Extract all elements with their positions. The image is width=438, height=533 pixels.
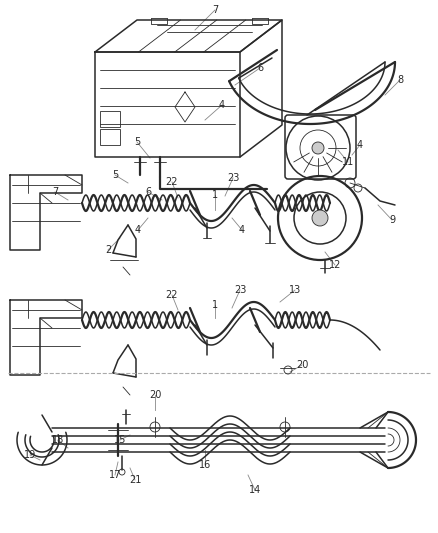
Circle shape [312, 142, 324, 154]
Text: 11: 11 [342, 157, 354, 167]
Text: 18: 18 [52, 435, 64, 445]
Text: 2: 2 [105, 245, 111, 255]
Text: 1: 1 [212, 190, 218, 200]
Text: 17: 17 [109, 470, 121, 480]
Text: 5: 5 [134, 137, 140, 147]
Bar [100, 111, 120, 127]
Text: 23: 23 [227, 173, 239, 183]
Text: 5: 5 [112, 170, 118, 180]
Text: 6: 6 [145, 187, 151, 197]
Text: 9: 9 [389, 215, 395, 225]
Circle shape [312, 210, 328, 226]
Text: 14: 14 [249, 485, 261, 495]
Text: 4: 4 [219, 100, 225, 110]
Text: 12: 12 [329, 260, 341, 270]
Text: 15: 15 [114, 435, 126, 445]
Text: 7: 7 [212, 5, 218, 15]
Text: 20: 20 [296, 360, 308, 370]
Text: 23: 23 [234, 285, 246, 295]
Text: 13: 13 [289, 285, 301, 295]
Text: 4: 4 [135, 225, 141, 235]
Text: 8: 8 [397, 75, 403, 85]
Text: 4: 4 [239, 225, 245, 235]
Text: 22: 22 [166, 177, 178, 187]
Text: 4: 4 [357, 140, 363, 150]
Bar [100, 129, 120, 145]
Text: 22: 22 [166, 290, 178, 300]
Text: 6: 6 [257, 63, 263, 73]
Text: 21: 21 [129, 475, 141, 485]
Text: 20: 20 [149, 390, 161, 400]
Text: 7: 7 [52, 187, 58, 197]
Text: 19: 19 [24, 450, 36, 460]
Text: 16: 16 [199, 460, 211, 470]
Text: 1: 1 [212, 300, 218, 310]
